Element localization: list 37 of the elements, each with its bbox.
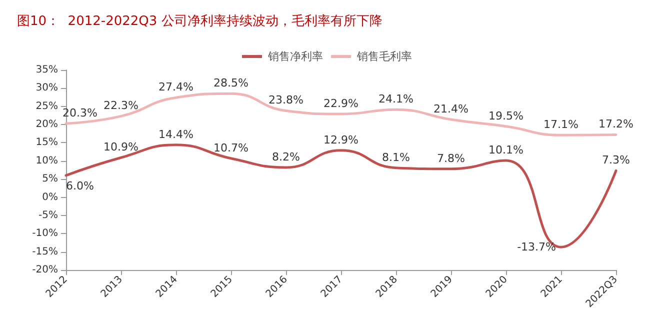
y-tick-label: 5% bbox=[42, 174, 58, 185]
data-label: 17.2% bbox=[598, 118, 634, 131]
data-label: 21.4% bbox=[434, 102, 468, 116]
y-tick-label: -5% bbox=[38, 210, 58, 221]
y-tick-label: -10% bbox=[32, 228, 58, 240]
chart-title: 图10： 2012-2022Q3 公司净利率持续波动，毛利率有所下降 bbox=[17, 13, 382, 29]
y-tick-label: -20% bbox=[32, 264, 58, 276]
data-label: 7.3% bbox=[602, 154, 630, 167]
legend-label: 销售净利率 bbox=[267, 50, 323, 63]
data-label: 12.9% bbox=[324, 133, 358, 146]
data-label: 10.1% bbox=[488, 144, 524, 157]
data-label: 28.5% bbox=[214, 76, 248, 90]
data-label: 24.1% bbox=[378, 92, 414, 106]
y-tick-label: 30% bbox=[36, 82, 58, 94]
data-label: 20.3% bbox=[62, 106, 98, 120]
data-label: -13.7% bbox=[517, 240, 556, 254]
y-tick-label: 15% bbox=[36, 137, 58, 148]
y-tick-label: 25% bbox=[36, 100, 58, 112]
y-tick-label: -15% bbox=[32, 246, 58, 258]
data-label: 23.8% bbox=[268, 94, 304, 107]
y-tick-label: 10% bbox=[36, 155, 58, 166]
data-label: 17.1% bbox=[544, 118, 578, 132]
data-label: 6.0% bbox=[66, 179, 94, 192]
y-tick-label: 20% bbox=[36, 119, 58, 130]
data-label: 10.9% bbox=[104, 140, 138, 154]
data-label: 7.8% bbox=[437, 152, 465, 165]
y-tick-label: 0% bbox=[42, 192, 58, 203]
y-tick-label: 35% bbox=[36, 64, 58, 76]
data-label: 22.9% bbox=[324, 97, 358, 110]
data-label: 19.5% bbox=[488, 109, 524, 122]
data-label: 27.4% bbox=[158, 80, 194, 94]
data-label: 8.1% bbox=[382, 150, 410, 164]
data-label: 8.2% bbox=[272, 150, 300, 164]
data-label: 22.3% bbox=[104, 99, 138, 112]
data-label: 10.7% bbox=[214, 141, 248, 154]
data-label: 14.4% bbox=[158, 128, 194, 141]
legend-label: 销售毛利率 bbox=[356, 50, 412, 63]
